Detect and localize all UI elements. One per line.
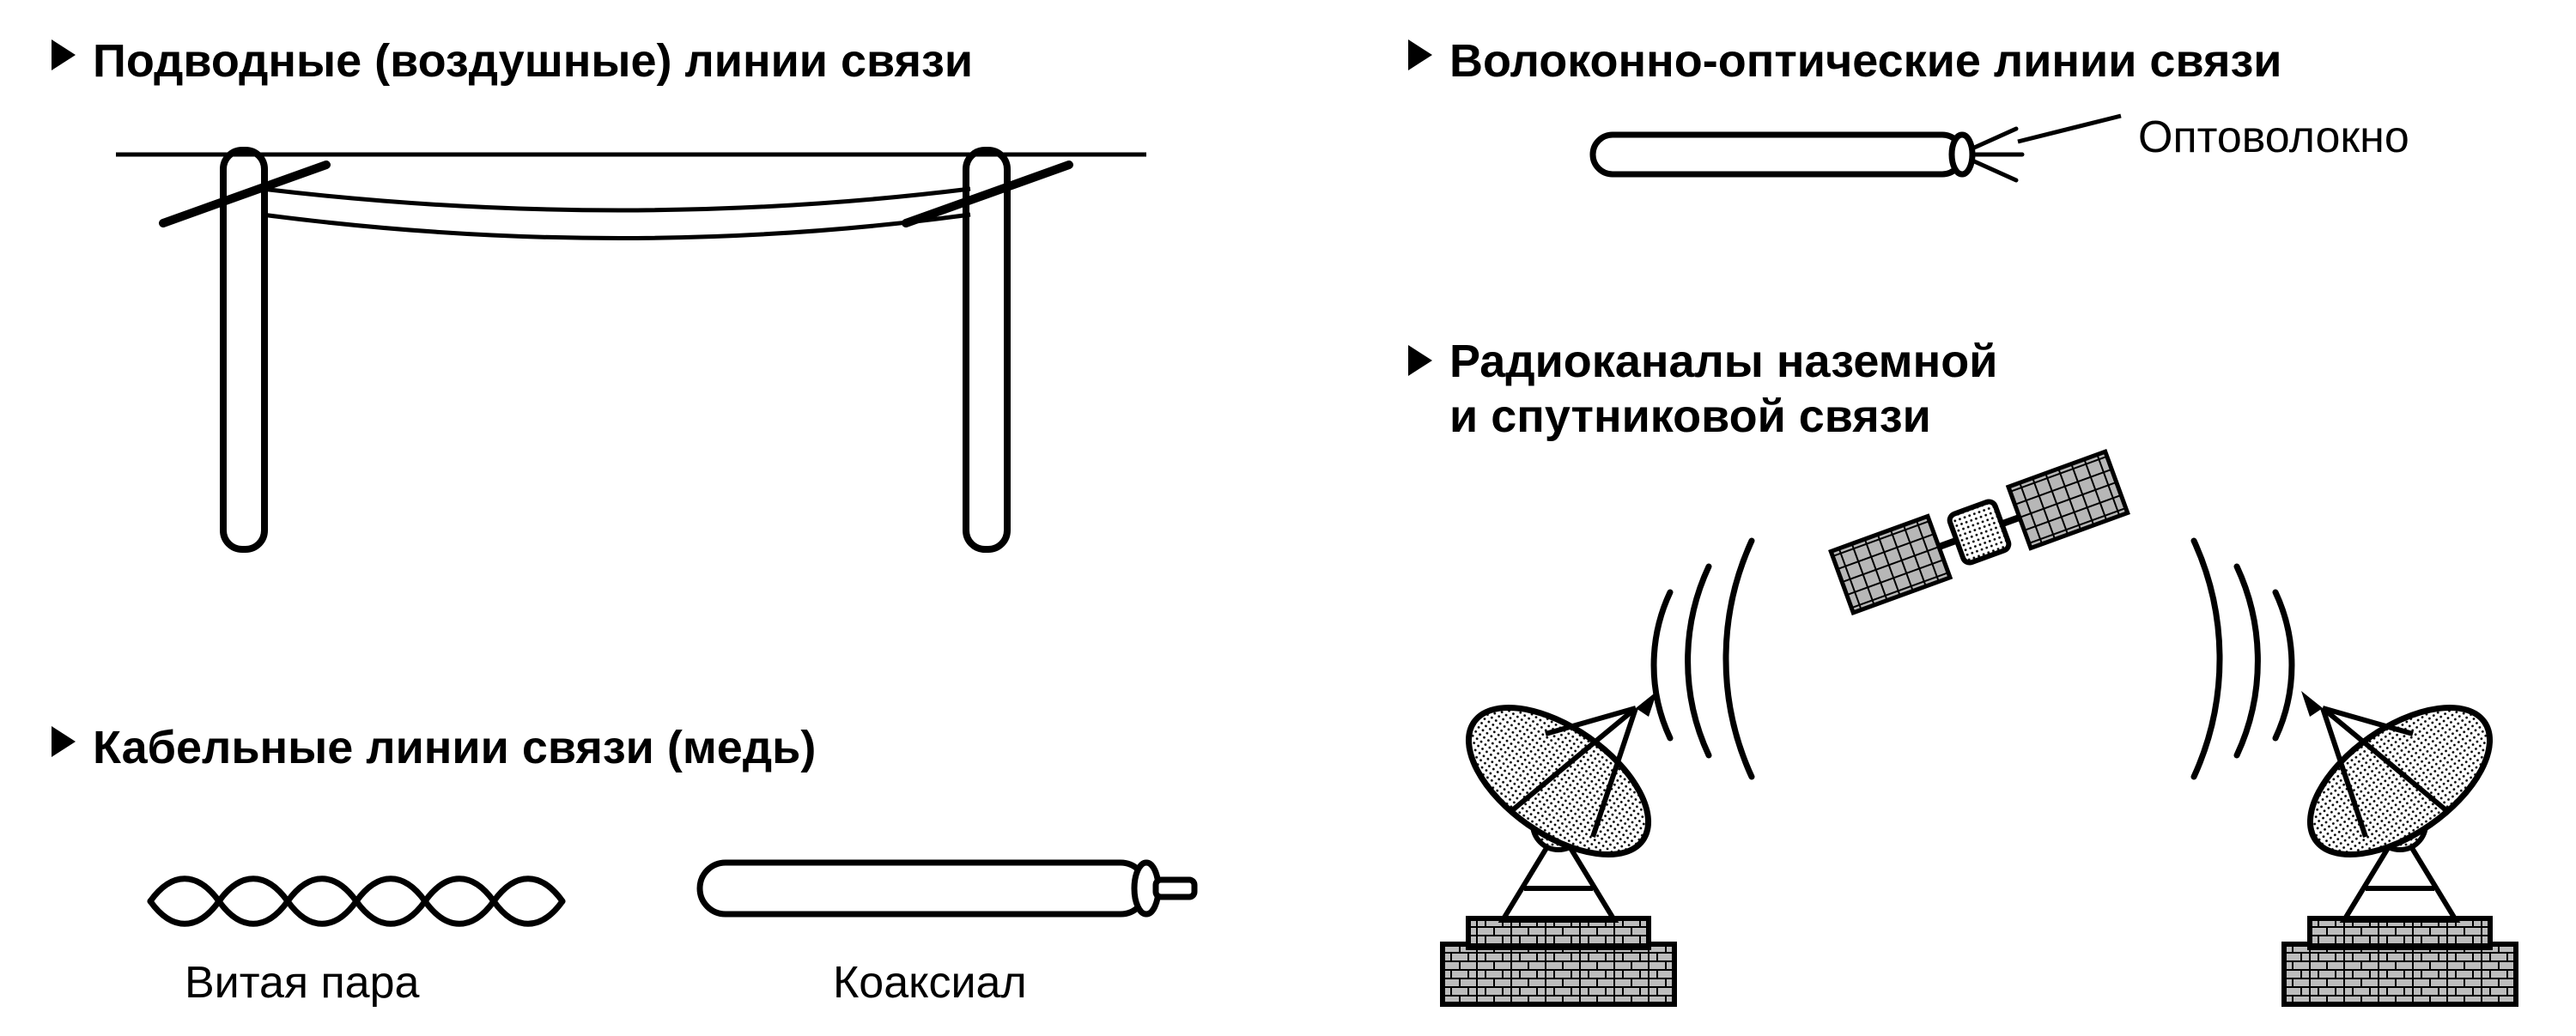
heading-cable-text: Кабельные линии связи (медь) (93, 721, 816, 774)
heading-overhead-text: Подводные (воздушные) линии связи (93, 34, 973, 88)
bullet-icon (1408, 345, 1432, 376)
diagram-fiber (1589, 124, 2190, 210)
bullet-icon (1408, 39, 1432, 70)
bullet-icon (52, 39, 76, 70)
diagram-twisted-pair (146, 867, 575, 936)
satellite-icon (1831, 451, 2127, 613)
heading-cable: Кабельные линии связи (медь) (52, 721, 816, 774)
ground-station-left-icon (1443, 678, 1674, 1004)
bullet-icon (52, 726, 76, 757)
label-twisted-pair: Витая пара (185, 957, 419, 1009)
heading-overhead: Подводные (воздушные) линии связи (52, 34, 973, 88)
figure-root: Подводные (воздушные) линии связи Кабель… (0, 0, 2576, 1036)
diagram-radio-satellite (1408, 481, 2550, 1030)
diagram-overhead-lines (116, 129, 1146, 575)
heading-radio: Радиоканалы наземной и спутниковой связи (1408, 335, 1997, 444)
heading-fiber: Волоконно-оптические линии связи (1408, 34, 2282, 88)
label-fiber: Оптоволокно (2138, 112, 2409, 163)
diagram-coax (696, 854, 1211, 931)
heading-fiber-text: Волоконно-оптические линии связи (1449, 34, 2282, 88)
heading-radio-text: Радиоканалы наземной и спутниковой связи (1449, 335, 1997, 444)
ground-station-right-icon (2284, 678, 2516, 1004)
label-coax: Коаксиал (833, 957, 1027, 1009)
